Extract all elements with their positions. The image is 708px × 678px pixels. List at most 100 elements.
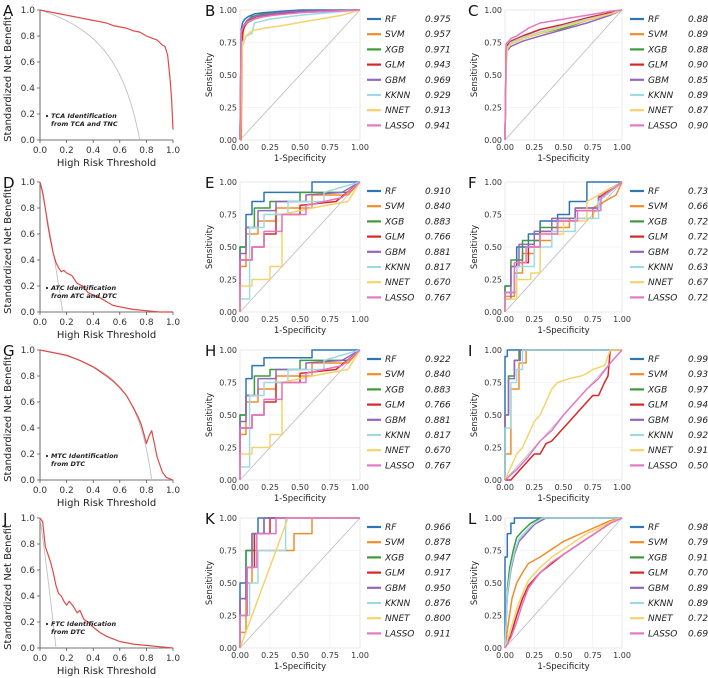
x-tick-label: 0.00 [231, 651, 249, 660]
y-axis-label: Standardized Net Benefit [3, 524, 14, 650]
legend-label-rf: RF [385, 523, 397, 533]
legend-auc-svm: 0.932 [688, 370, 708, 380]
y-tick-label: 1.00 [219, 6, 237, 15]
legend-label-svm: SVM [648, 538, 668, 548]
x-tick-label: 1.00 [613, 651, 631, 660]
annotation-line-2: from TCA and TNC [51, 120, 118, 128]
legend-auc-rf: 0.922 [425, 355, 451, 365]
y-tick-label: 1.00 [484, 6, 502, 15]
roc-line-lasso [239, 181, 361, 312]
roc-line-rf [239, 9, 360, 141]
legend-auc-svm: 0.957 [425, 30, 451, 40]
x-tick-label: 0.0 [33, 654, 48, 664]
y-tick-label: 0.0 [21, 308, 36, 318]
y-tick-label: 0.00 [484, 136, 502, 145]
y-tick-label: 0.8 [21, 540, 36, 550]
y-tick-label: 0.4 [21, 424, 36, 434]
y-tick-label: 0.75 [219, 211, 237, 220]
x-tick-label: 0.25 [525, 143, 543, 152]
legend-label-nnet: NNET [385, 106, 411, 116]
legend-auc-xgb: 0.883 [425, 385, 451, 395]
x-tick-label: 1.0 [166, 318, 181, 328]
plot-area [40, 518, 173, 648]
legend-auc-kknn: 0.929 [425, 91, 451, 101]
legend-auc-nnet: 0.913 [425, 106, 451, 116]
roc-line-lasso [504, 349, 623, 481]
roc-line-lasso [504, 181, 623, 312]
roc-line-gbm [239, 349, 361, 480]
annotation-bullet [45, 622, 49, 626]
legend-label-gbm: GBM [648, 584, 669, 594]
legend-label-glm: GLM [648, 401, 668, 411]
legend-label-rf: RF [648, 355, 660, 365]
legend-label-xgb: XGB [647, 45, 667, 55]
legend-auc-lasso: 0.723 [688, 293, 708, 303]
roc-line-lasso [239, 349, 361, 480]
legend-label-rf: RF [385, 355, 397, 365]
legend-label-nnet: NNET [385, 614, 411, 624]
y-tick-label: 0.25 [219, 444, 237, 453]
x-tick-label: 0.75 [584, 483, 602, 492]
legend-label-glm: GLM [385, 401, 405, 411]
y-axis-label: Standardized Net Benefit [3, 188, 14, 314]
net-benefit-curve [39, 9, 174, 130]
y-tick-label: 0.25 [484, 612, 502, 621]
x-axis-label: High Risk Threshold [57, 498, 156, 509]
x-tick-label: 1.0 [166, 146, 181, 156]
y-tick-label: 0.4 [21, 256, 36, 266]
x-axis-label: 1-Specificity [274, 154, 326, 164]
legend-label-kknn: KKNN [648, 91, 674, 101]
roc-line-nnet [239, 9, 361, 141]
y-tick-label: 0.8 [21, 372, 36, 382]
x-tick-label: 0.00 [496, 651, 514, 660]
panel-label: L [468, 510, 477, 528]
x-axis-label: 1-Specificity [537, 494, 589, 504]
x-tick-label: 0.25 [261, 143, 279, 152]
legend-auc-xgb: 0.915 [688, 553, 708, 563]
legend-label-nnet: NNET [648, 446, 674, 456]
panel-b: B 0.00 0.25 0.50 0.75 1.00 0.00 0.25 0.50 0.75 1.0… [205, 2, 451, 164]
y-tick-label: 0.50 [484, 579, 502, 588]
y-tick-label: 0.75 [219, 39, 237, 48]
x-tick-label: 0.50 [291, 483, 309, 492]
legend: RF 0.975 SVM 0.957 XGB 0.971 GLM 0.943 GBM 0.969 K… [367, 15, 451, 131]
x-tick-label: 0.4 [86, 318, 101, 328]
legend-label-gbm: GBM [385, 248, 406, 258]
legend-auc-gbm: 0.950 [425, 584, 451, 594]
y-tick-label: 0.00 [219, 644, 237, 653]
y-tick-label: 0.0 [21, 136, 36, 146]
x-tick-label: 0.75 [321, 143, 339, 152]
y-tick-label: 0.00 [219, 476, 237, 485]
annotation-line-2: from DTC [51, 460, 85, 468]
legend-auc-gbm: 0.881 [425, 248, 451, 258]
x-tick-label: 0.75 [321, 315, 339, 324]
y-tick-label: 0.75 [484, 379, 502, 388]
x-tick-label: 1.00 [613, 143, 631, 152]
y-tick-label: 1.0 [21, 514, 36, 524]
y-tick-label: 0.8 [21, 32, 36, 42]
x-tick-label: 1.00 [351, 143, 369, 152]
x-tick-label: 0.00 [496, 143, 514, 152]
x-tick-label: 0.8 [139, 654, 154, 664]
legend-label-lasso: LASSO [385, 121, 414, 131]
x-tick-label: 0.75 [321, 651, 339, 660]
legend-label-svm: SVM [648, 30, 668, 40]
treat-all-reference-curve [39, 9, 141, 141]
panel-c: C 0.00 0.25 0.50 0.75 1.00 0.00 0.25 0.50 0.75 1.0… [468, 2, 708, 164]
y-tick-label: 0.00 [484, 644, 502, 653]
y-tick-label: 0.75 [219, 547, 237, 556]
roc-line-rf [504, 517, 622, 648]
x-tick-label: 0.4 [86, 146, 101, 156]
panel-e: E 0.00 0.25 0.50 0.75 1.00 0.00 0.25 0.50 0.75 1.0… [205, 174, 451, 336]
y-tick-label: 1.00 [484, 178, 502, 187]
legend-label-rf: RF [648, 187, 660, 197]
x-tick-label: 0.25 [525, 315, 543, 324]
roc-line-nnet [239, 181, 361, 312]
legend-label-glm: GLM [648, 61, 668, 71]
legend-auc-svm: 0.840 [425, 202, 451, 212]
legend-auc-glm: 0.917 [425, 569, 451, 579]
diagonal-reference-line [504, 517, 623, 649]
legend-auc-lasso: 0.767 [425, 461, 451, 471]
y-tick-label: 0.2 [21, 450, 35, 460]
panel-label: J [2, 510, 7, 528]
